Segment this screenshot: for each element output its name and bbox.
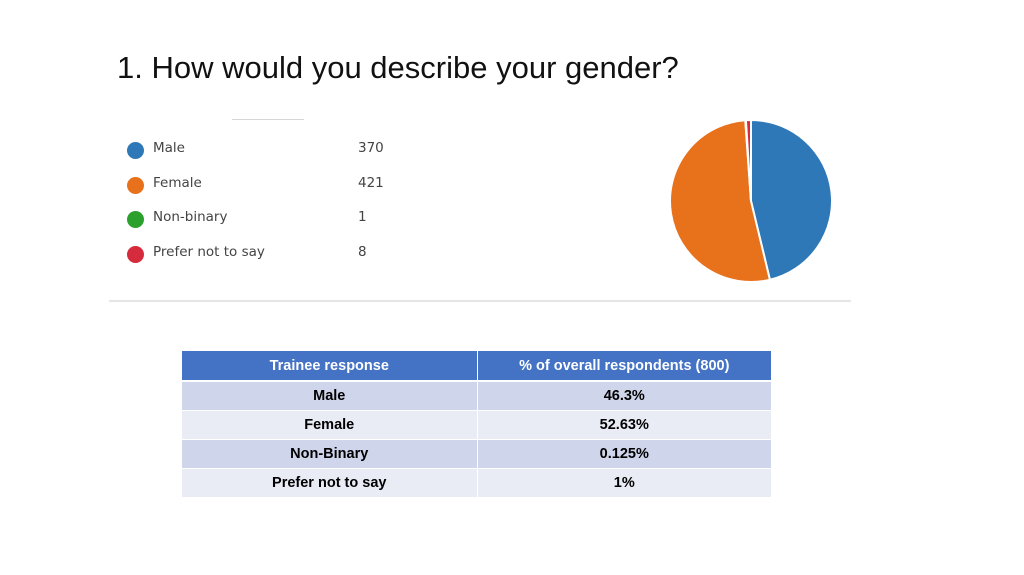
- legend-item: Prefer not to say 8: [124, 242, 404, 277]
- pie-slice: [750, 118, 833, 281]
- legend-label: Non-binary: [153, 209, 228, 225]
- legend-item: Male 370: [124, 138, 404, 173]
- legend-count: 370: [358, 140, 384, 156]
- legend-item: Non-binary 1: [124, 207, 404, 242]
- legend-count: 8: [358, 243, 367, 260]
- cell-response: Prefer not to say: [182, 468, 478, 498]
- legend-swatch: [127, 211, 144, 228]
- column-header-response: Trainee response: [182, 351, 478, 382]
- pie-slice: [669, 119, 772, 283]
- column-header-percent: % of overall respondents (800): [477, 351, 771, 382]
- pie-chart: [664, 114, 838, 288]
- response-table: Trainee response % of overall respondent…: [182, 351, 771, 498]
- legend-count: 421: [358, 174, 384, 191]
- cell-percent: 1%: [477, 468, 771, 498]
- legend-label: Female: [153, 174, 202, 191]
- legend-swatch: [127, 176, 144, 194]
- legend-label: Prefer not to say: [153, 243, 265, 260]
- slide-title: 1. How would you describe your gender?: [117, 50, 679, 85]
- cell-response: Non-Binary: [182, 439, 478, 469]
- chart-legend: Male 370 Female 421 Non-binary 1 Prefer not to…: [124, 138, 404, 276]
- legend-swatch: [127, 142, 144, 159]
- table-header-row: Trainee response % of overall respondent…: [182, 351, 771, 382]
- table-row: Male 46.3%: [182, 381, 771, 411]
- legend-swatch: [127, 245, 144, 263]
- table-row: Female 52.63%: [182, 410, 771, 440]
- cell-percent: 52.63%: [477, 410, 771, 440]
- legend-label: Male: [153, 140, 185, 156]
- pie-chart-svg: [669, 118, 833, 283]
- pie-slice: [744, 118, 752, 202]
- table-row: Prefer not to say 1%: [182, 468, 771, 498]
- panel-divider: [109, 300, 851, 302]
- table-row: Non-Binary 0.125%: [182, 439, 771, 469]
- cell-response: Male: [182, 381, 478, 411]
- cell-response: Female: [182, 410, 478, 440]
- top-divider: [232, 119, 304, 120]
- cell-percent: 46.3%: [477, 381, 771, 411]
- legend-item: Female 421: [124, 173, 404, 208]
- cell-percent: 0.125%: [477, 439, 771, 469]
- legend-count: 1: [358, 209, 367, 225]
